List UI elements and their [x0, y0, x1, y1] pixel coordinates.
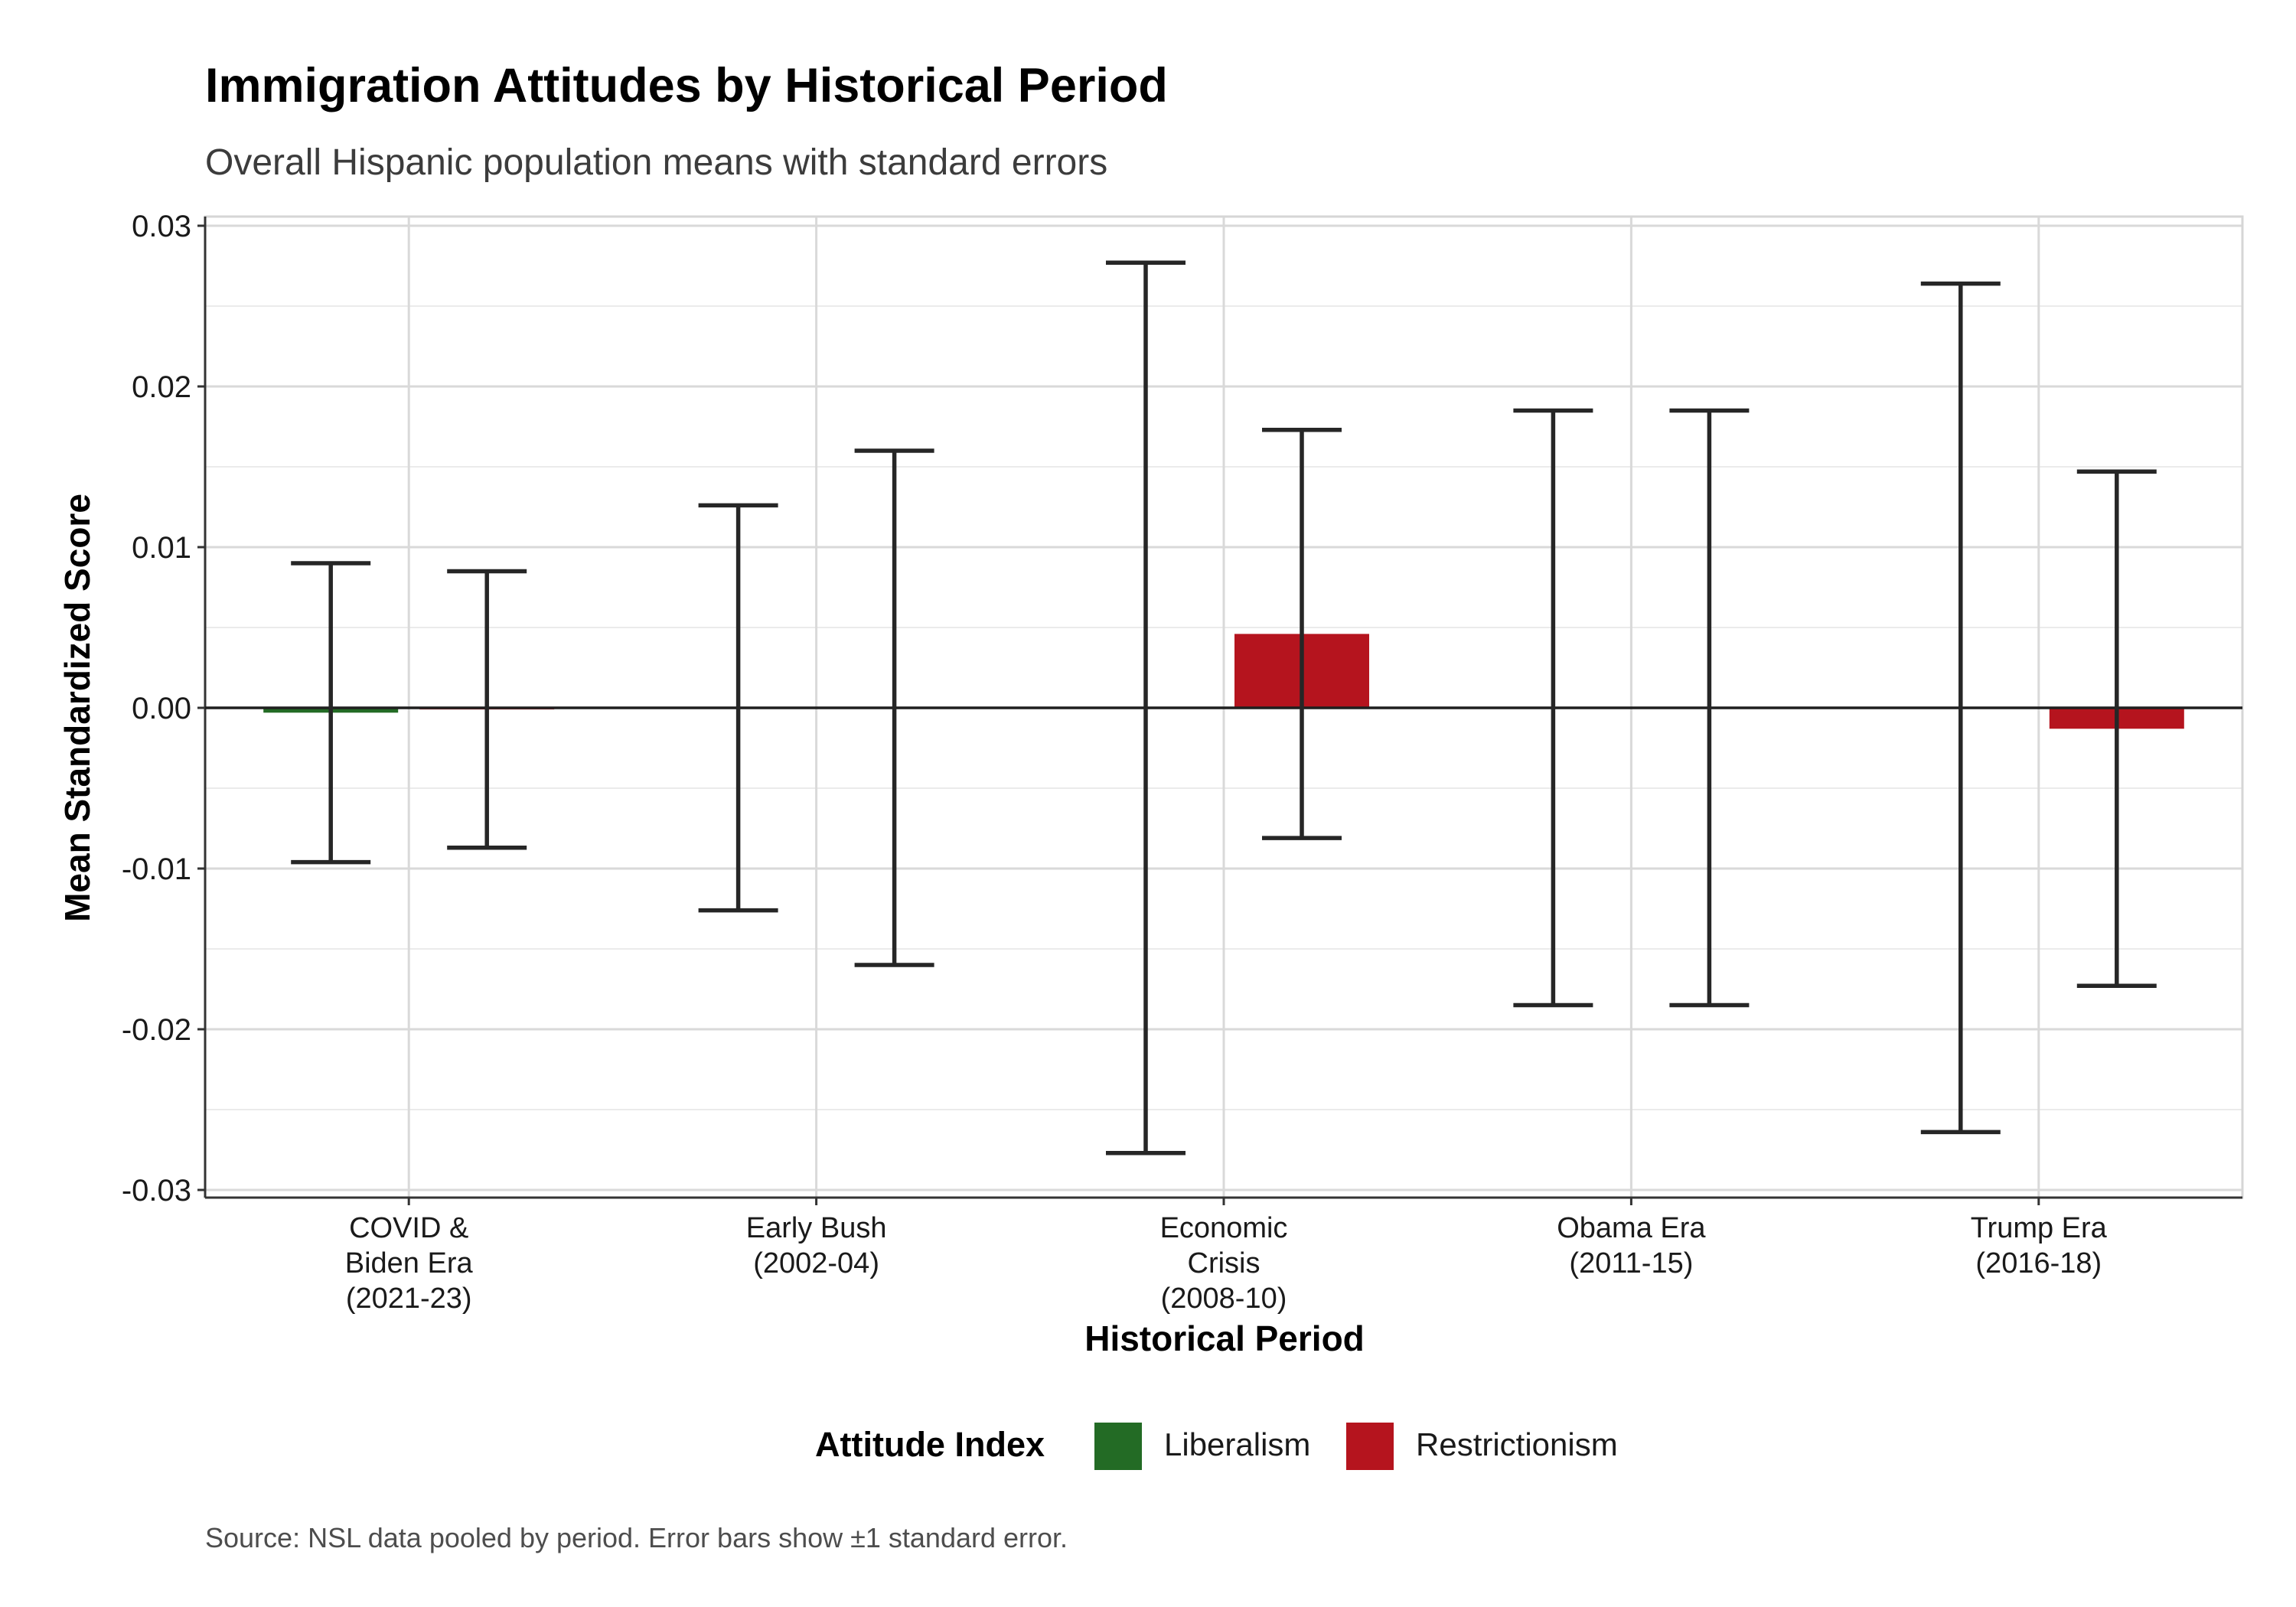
x-tick-label: Obama Era (2011-15)	[1557, 1212, 1706, 1279]
y-tick-label: 0.02	[132, 370, 191, 404]
chart-title: Immigration Attitudes by Historical Peri…	[205, 59, 1168, 112]
error-bar-liberalism	[1920, 281, 2001, 1135]
y-axis-title: Mean Standardized Score	[57, 494, 97, 922]
chart-subtitle: Overall Hispanic population means with s…	[205, 142, 1107, 183]
y-tick-label: -0.01	[122, 852, 191, 886]
y-tick-label: 0.01	[132, 531, 191, 565]
legend-label-liberalism: Liberalism	[1164, 1426, 1310, 1462]
legend-key-restrictionism	[1346, 1423, 1394, 1470]
legend-key-liberalism	[1094, 1423, 1142, 1470]
error-bar-restrictionism	[854, 448, 934, 967]
error-bar-liberalism	[291, 561, 371, 865]
bars-and-error-bars	[205, 260, 2242, 1156]
y-tick-label: -0.03	[122, 1174, 191, 1208]
x-tick-label: Early Bush (2002-04)	[746, 1212, 887, 1279]
x-tick-label: Economic Crisis (2008-10)	[1160, 1212, 1288, 1315]
error-bar-restrictionism	[447, 569, 527, 850]
x-tick-label: COVID & Biden Era (2021-23)	[345, 1212, 474, 1315]
error-bar-restrictionism	[2076, 469, 2157, 989]
y-tick-label: -0.02	[122, 1013, 191, 1047]
error-bar-liberalism	[698, 503, 778, 913]
y-tick-label: 0.03	[132, 210, 191, 243]
x-axis-title: Historical Period	[1084, 1319, 1365, 1358]
x-axis-ticks: COVID & Biden Era (2021-23) Early Bush (2002…	[345, 1198, 2108, 1315]
y-tick-label: 0.00	[132, 692, 191, 725]
x-tick-label: Trump Era (2016-18)	[1971, 1212, 2108, 1279]
y-axis-ticks: 0.03 0.02 0.01 0.00 -0.01 -0.02 -0.03	[122, 210, 205, 1208]
error-bar-restrictionism	[1262, 427, 1342, 840]
legend-label-restrictionism: Restrictionism	[1416, 1426, 1618, 1462]
error-bar-liberalism	[1106, 260, 1186, 1156]
legend: Attitude Index Liberalism Restrictionism	[815, 1423, 1618, 1470]
caption: Source: NSL data pooled by period. Error…	[205, 1522, 1068, 1553]
error-bar-liberalism	[1513, 408, 1593, 1008]
error-bar-restrictionism	[1669, 408, 1750, 1008]
legend-title: Attitude Index	[815, 1425, 1045, 1464]
